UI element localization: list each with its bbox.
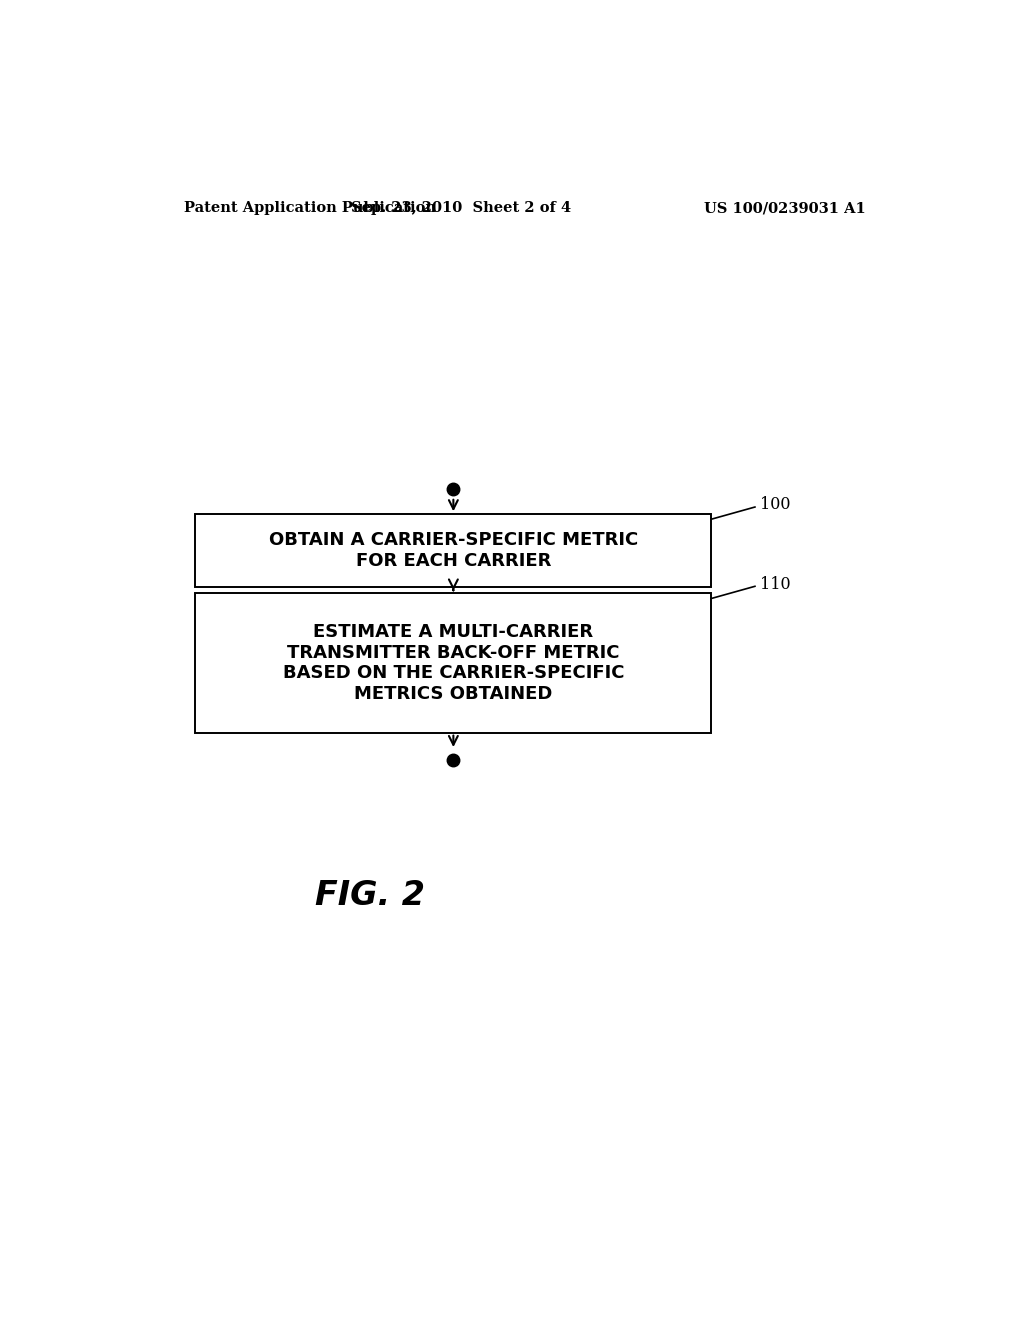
Text: US 100/0239031 A1: US 100/0239031 A1 (705, 201, 866, 215)
Text: OBTAIN A CARRIER-SPECIFIC METRIC
FOR EACH CARRIER: OBTAIN A CARRIER-SPECIFIC METRIC FOR EAC… (268, 532, 638, 570)
Text: FIG. 2: FIG. 2 (315, 879, 425, 912)
Text: 100: 100 (760, 496, 791, 513)
Bar (196, 515, 712, 587)
Text: Sep. 23, 2010  Sheet 2 of 4: Sep. 23, 2010 Sheet 2 of 4 (351, 201, 571, 215)
Bar (196, 594, 712, 733)
Text: ESTIMATE A MULTI-CARRIER
TRANSMITTER BACK-OFF METRIC
BASED ON THE CARRIER-SPECIF: ESTIMATE A MULTI-CARRIER TRANSMITTER BAC… (283, 623, 624, 704)
Text: Patent Application Publication: Patent Application Publication (183, 201, 435, 215)
Text: 110: 110 (760, 576, 791, 593)
